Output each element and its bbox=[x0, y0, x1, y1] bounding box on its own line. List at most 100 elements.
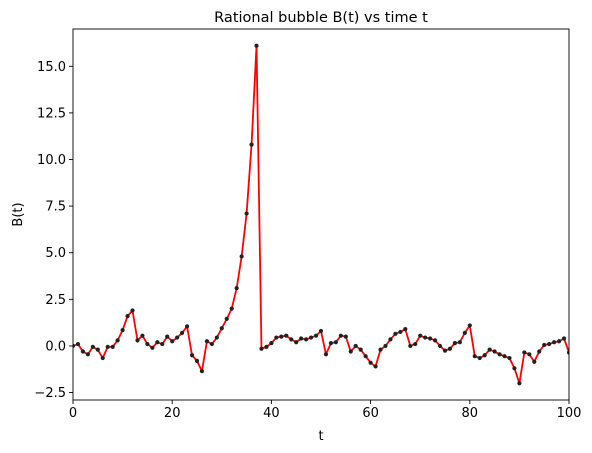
data-point bbox=[547, 341, 552, 347]
data-point bbox=[308, 335, 314, 340]
data-point bbox=[323, 352, 329, 357]
data-point bbox=[328, 341, 334, 346]
y-tick-label: 0.0 bbox=[45, 339, 66, 354]
y-tick-label: 15.0 bbox=[37, 60, 66, 75]
data-point bbox=[229, 306, 234, 311]
data-point bbox=[150, 345, 155, 350]
data-point bbox=[333, 340, 338, 345]
data-point bbox=[155, 340, 160, 345]
data-point bbox=[269, 341, 274, 346]
data-point bbox=[130, 308, 135, 313]
data-point bbox=[209, 341, 214, 347]
data-point bbox=[428, 336, 433, 341]
data-point bbox=[522, 350, 527, 355]
data-point bbox=[537, 349, 542, 354]
data-point bbox=[304, 337, 309, 342]
data-point bbox=[338, 333, 343, 338]
data-point bbox=[383, 343, 388, 349]
data-point bbox=[527, 352, 532, 357]
x-tick-label: 20 bbox=[164, 406, 181, 421]
data-point bbox=[214, 335, 219, 340]
data-point bbox=[75, 341, 81, 347]
data-point bbox=[378, 347, 383, 352]
data-point bbox=[353, 343, 358, 349]
axes: 0 20 40 60 80 100 −2.5 0.0 2.5 5.0 7.5 10.0 12.5 15.0 bbox=[34, 28, 582, 421]
data-point bbox=[358, 347, 363, 352]
y-tick-label: −2.5 bbox=[34, 386, 66, 401]
data-point bbox=[175, 335, 180, 340]
data-point bbox=[363, 354, 368, 359]
data-point bbox=[482, 353, 487, 358]
data-point bbox=[125, 314, 130, 319]
data-point bbox=[135, 338, 140, 343]
data-point bbox=[432, 338, 438, 343]
data-point bbox=[289, 337, 294, 342]
data-point bbox=[73, 343, 76, 349]
data-point bbox=[244, 211, 249, 216]
data-point bbox=[219, 326, 224, 331]
data-point bbox=[472, 354, 477, 359]
data-point bbox=[447, 346, 453, 351]
data-point bbox=[492, 349, 497, 354]
data-point bbox=[408, 343, 413, 349]
data-point bbox=[165, 334, 170, 339]
data-point bbox=[556, 339, 562, 344]
data-point bbox=[413, 341, 418, 347]
data-point bbox=[457, 340, 462, 345]
data-point bbox=[184, 324, 190, 329]
data-point bbox=[224, 316, 229, 321]
data-point bbox=[170, 339, 175, 344]
data-point bbox=[487, 347, 492, 352]
data-point bbox=[284, 333, 289, 338]
data-point bbox=[442, 348, 448, 353]
data-point bbox=[437, 343, 443, 349]
data-point bbox=[294, 340, 299, 345]
y-tick-label: 2.5 bbox=[45, 293, 66, 308]
data-point bbox=[552, 340, 557, 345]
data-point bbox=[279, 334, 284, 339]
x-tick-label: 0 bbox=[69, 406, 77, 421]
data-point bbox=[254, 43, 259, 48]
data-point bbox=[264, 344, 269, 349]
x-axis-title: t bbox=[318, 429, 323, 444]
data-point bbox=[418, 333, 423, 338]
data-point bbox=[393, 331, 398, 336]
axes-frame bbox=[72, 28, 570, 401]
y-axis-title: B(t) bbox=[11, 202, 26, 226]
data-point bbox=[110, 344, 115, 349]
data-point bbox=[423, 335, 428, 340]
data-point bbox=[299, 336, 304, 341]
data-group bbox=[73, 43, 569, 386]
data-point bbox=[467, 323, 472, 328]
data-point bbox=[502, 354, 507, 359]
data-point bbox=[542, 342, 547, 348]
data-point bbox=[90, 344, 95, 349]
data-point bbox=[199, 369, 205, 374]
data-point bbox=[403, 327, 408, 332]
data-point bbox=[512, 366, 517, 371]
data-point bbox=[318, 328, 324, 334]
data-point bbox=[259, 346, 264, 351]
data-point bbox=[180, 330, 185, 335]
data-point bbox=[239, 254, 244, 259]
y-tick-label: 5.0 bbox=[45, 246, 66, 261]
data-point bbox=[517, 381, 522, 386]
data-point bbox=[462, 330, 467, 335]
data-point bbox=[140, 333, 145, 338]
x-tick-label: 100 bbox=[557, 406, 582, 421]
y-tick-label: 12.5 bbox=[37, 106, 66, 121]
chart-title: Rational bubble B(t) vs time t bbox=[214, 10, 428, 26]
data-point bbox=[313, 333, 319, 338]
data-point bbox=[561, 336, 567, 341]
data-point bbox=[348, 349, 353, 354]
data-point bbox=[532, 359, 537, 364]
data-point bbox=[204, 339, 210, 344]
x-tick-label: 60 bbox=[362, 406, 379, 421]
data-point bbox=[566, 350, 569, 355]
y-tick-label: 10.0 bbox=[37, 153, 66, 168]
data-point bbox=[120, 327, 125, 333]
data-point bbox=[95, 347, 100, 352]
data-point bbox=[373, 364, 378, 369]
